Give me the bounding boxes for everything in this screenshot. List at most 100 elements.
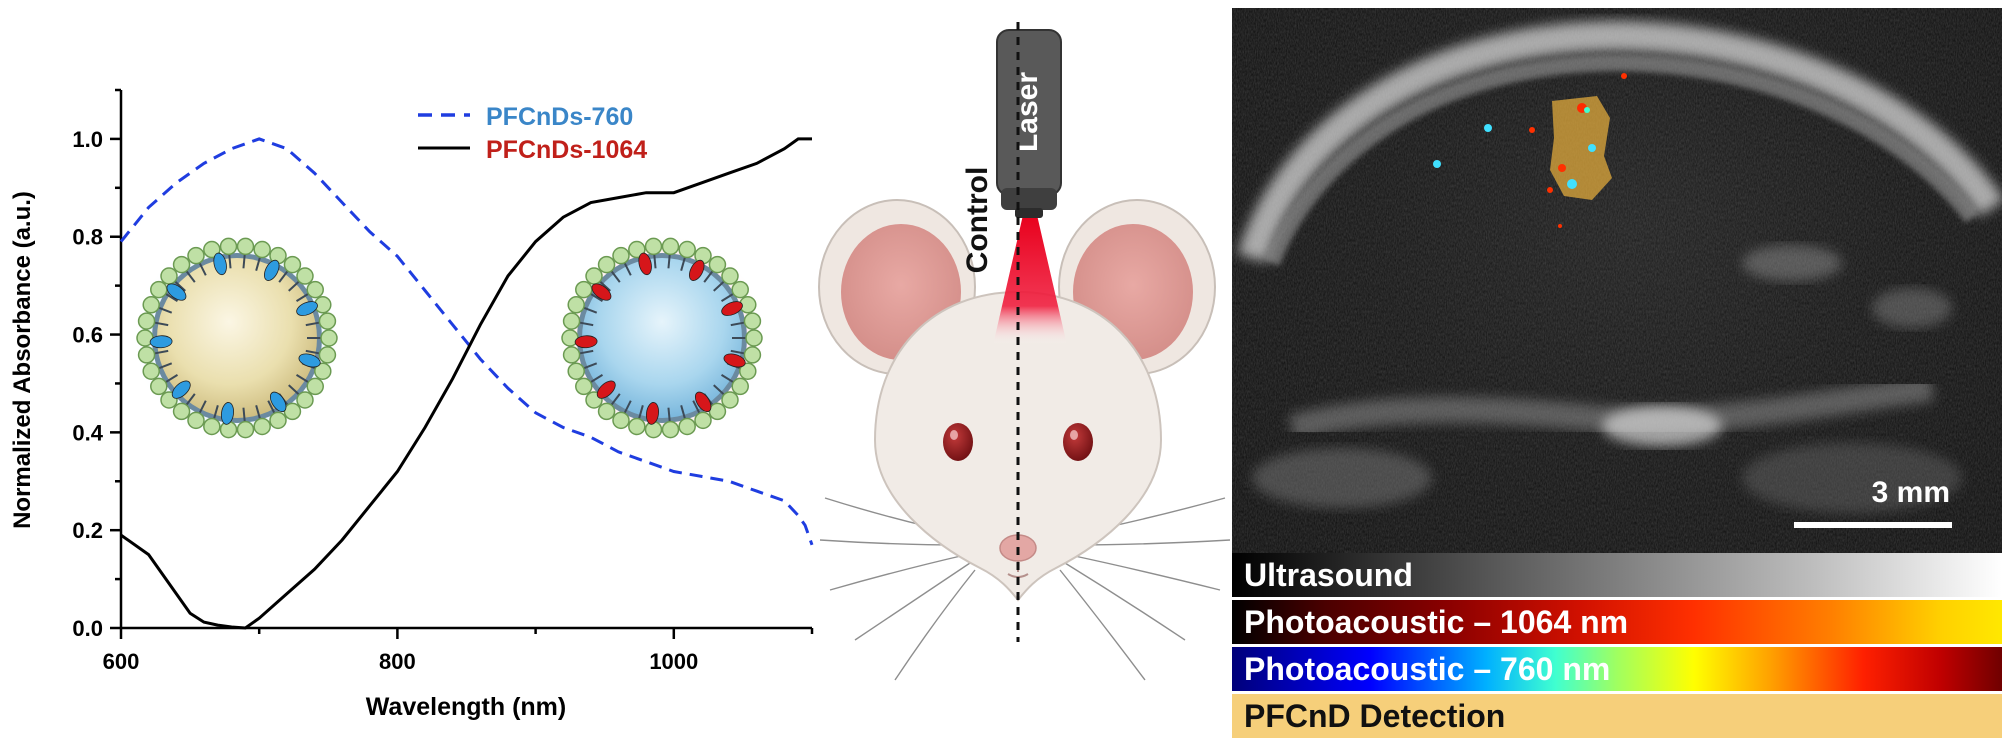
- lipid-tail: [174, 280, 186, 292]
- dye-molecule: [171, 380, 191, 399]
- droplet-760-illustration: [133, 234, 341, 442]
- legend-label-pfcnds-760: PFCnDs-760: [486, 103, 633, 131]
- lipid-head: [721, 267, 739, 285]
- lipid-head: [219, 237, 238, 256]
- colorbar-pa-760-label: Photoacoustic – 760 nm: [1244, 651, 1611, 687]
- lipid-head: [745, 329, 763, 347]
- lipid-tail: [720, 374, 734, 384]
- laser-device: Laser: [996, 29, 1062, 218]
- lipid-head: [150, 377, 168, 396]
- dye-molecule: [645, 402, 659, 425]
- droplet-1064-illustration: [558, 234, 766, 442]
- lipid-head: [678, 417, 696, 436]
- x-tick-label: 800: [379, 649, 416, 674]
- lipid-tail: [599, 280, 611, 292]
- dye-molecule: [298, 353, 321, 368]
- lipid-tail: [610, 393, 621, 406]
- dye-molecule: [263, 259, 280, 281]
- series-line-pfcnds-1064: [120, 137, 812, 630]
- colorbar-photoacoustic-760: Photoacoustic – 760 nm: [1232, 647, 2002, 691]
- lipid-head: [731, 280, 749, 299]
- lipid-tail: [667, 254, 671, 269]
- lipid-tail: [713, 384, 725, 396]
- lipid-tail: [267, 400, 276, 414]
- mouse-illustration: Laser Control: [818, 22, 1231, 681]
- lipid-tail: [713, 280, 725, 292]
- series-line-pfcnds-760: [119, 137, 814, 546]
- y-tick-label: 1.0: [72, 127, 103, 152]
- ultrasound-speckle: [1232, 8, 2002, 555]
- laser-label: Laser: [1011, 72, 1044, 152]
- lipid-head: [283, 402, 302, 421]
- lipid-tail: [288, 280, 300, 292]
- lipid-head: [283, 255, 302, 274]
- y-tick-label: 0.2: [72, 518, 103, 543]
- lipid-head: [743, 346, 762, 364]
- lipid-tail: [623, 400, 632, 414]
- lipid-head: [137, 346, 156, 364]
- lipid-tail: [579, 349, 594, 355]
- lipid-head: [628, 417, 646, 436]
- colorbar-photoacoustic-1064: Photoacoustic – 1064 nm: [1232, 600, 2002, 644]
- lipid-tail: [720, 292, 734, 302]
- lipid-tail: [242, 254, 246, 269]
- lipid-head: [187, 411, 205, 430]
- lipid-head: [562, 346, 581, 364]
- lipid-tail: [590, 374, 604, 384]
- legend-label-pfcnds-1064: PFCnDs-1064: [486, 136, 647, 164]
- lipid-head: [306, 280, 324, 299]
- lipid-head: [628, 240, 646, 259]
- dye-molecule: [694, 391, 712, 413]
- lipid-head: [137, 312, 156, 330]
- lipid-head: [236, 237, 255, 256]
- lipid-tail: [154, 349, 169, 355]
- dye-molecule: [213, 252, 227, 276]
- lipid-tail: [185, 270, 196, 283]
- scale-bar: [1794, 522, 1952, 528]
- lipid-head: [142, 362, 160, 380]
- lipid-tail: [590, 292, 604, 302]
- lipid-head: [320, 329, 338, 347]
- right-eye: [1063, 423, 1093, 461]
- x-tick-label: 600: [103, 649, 140, 674]
- left-eye: [943, 423, 973, 461]
- pa-spots: [1433, 73, 1627, 228]
- lipid-tail: [583, 362, 598, 370]
- lipid-head: [585, 267, 603, 285]
- x-ticks: 600 800 1000: [103, 628, 814, 674]
- lipid-tail: [165, 374, 179, 384]
- lipid-tail: [730, 321, 745, 327]
- lipid-head: [318, 346, 337, 364]
- dye-molecule: [149, 335, 173, 349]
- y-tick-label: 0.6: [72, 323, 103, 348]
- x-tick-label: 1000: [649, 649, 698, 674]
- lipid-head: [575, 377, 593, 396]
- lipid-head: [150, 280, 168, 299]
- lipid-head: [142, 296, 160, 314]
- lipid-head: [253, 417, 271, 436]
- lipid-head: [160, 267, 178, 285]
- colorbar-pfcnd-detection: PFCnD Detection: [1232, 694, 2002, 738]
- lipid-head: [567, 362, 585, 380]
- lipid-head: [739, 362, 757, 380]
- lipid-tail: [255, 256, 261, 271]
- lipid-tail: [703, 270, 714, 283]
- lipid-tail: [255, 405, 261, 420]
- lipid-head: [306, 377, 324, 396]
- lipid-tail: [667, 407, 671, 422]
- lipid-head: [562, 312, 581, 330]
- lipid-head: [567, 296, 585, 314]
- lipid-tail: [579, 321, 594, 327]
- lipid-tail: [680, 405, 686, 420]
- ultrasound-image: 3 mm: [1232, 8, 2002, 555]
- lipid-head: [203, 417, 221, 436]
- legend: PFCnDs-760 PFCnDs-1064: [418, 103, 647, 164]
- lipid-head: [203, 240, 221, 259]
- lipid-head: [318, 312, 337, 330]
- lipid-tail: [165, 292, 179, 302]
- dye-molecule: [721, 301, 743, 316]
- y-tick-label: 0.8: [72, 225, 103, 250]
- colorbar-ultrasound-label: Ultrasound: [1244, 557, 1413, 593]
- laser-beam: [993, 215, 1067, 345]
- y-tick-label: 0.4: [72, 420, 103, 445]
